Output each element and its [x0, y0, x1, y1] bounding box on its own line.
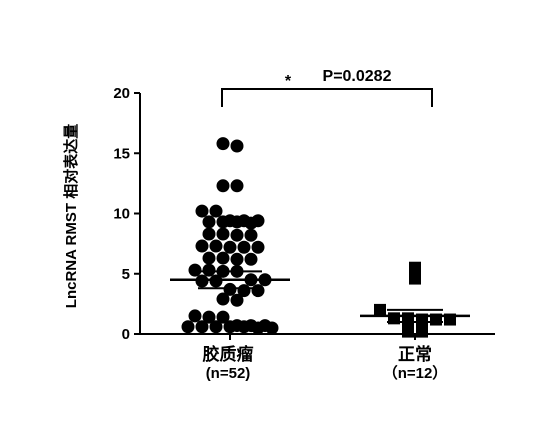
significance-bracket — [221, 88, 433, 107]
data-point-glioma — [265, 321, 279, 335]
data-point-glioma — [188, 309, 202, 323]
data-point-glioma — [216, 251, 230, 265]
y-tick-label: 20 — [113, 85, 130, 102]
data-point-glioma — [202, 227, 216, 241]
data-point-glioma — [216, 215, 230, 229]
group-n-label-glioma: (n=52) — [206, 365, 251, 382]
data-point-glioma — [244, 216, 258, 230]
data-point-glioma — [216, 179, 230, 193]
data-point-glioma — [244, 252, 258, 266]
data-point-normal — [402, 325, 414, 338]
y-tick-label: 15 — [113, 145, 130, 162]
data-point-glioma — [230, 179, 244, 193]
data-point-glioma — [230, 228, 244, 242]
significance-star: * — [285, 73, 292, 90]
data-point-glioma — [202, 310, 216, 324]
y-tick-label: 0 — [122, 326, 130, 343]
data-point-glioma — [251, 321, 265, 335]
data-point-glioma — [244, 228, 258, 242]
data-point-glioma — [216, 292, 230, 306]
data-point-glioma — [237, 320, 251, 334]
data-point-glioma — [223, 320, 237, 334]
data-point-normal — [402, 314, 414, 327]
data-point-glioma — [202, 215, 216, 229]
data-point-glioma — [230, 293, 244, 307]
data-point-glioma — [230, 252, 244, 266]
data-point-glioma — [216, 137, 230, 151]
data-point-normal — [409, 272, 421, 285]
data-point-glioma — [181, 320, 195, 334]
data-point-normal — [416, 325, 428, 338]
data-point-glioma — [251, 240, 265, 254]
group-n-label-normal: （n=12） — [383, 364, 448, 382]
data-point-glioma — [251, 284, 265, 298]
p-value-label: P=0.0282 — [323, 68, 392, 85]
data-point-glioma — [209, 239, 223, 253]
data-point-glioma — [188, 263, 202, 277]
data-point-glioma — [195, 239, 209, 253]
data-point-glioma — [209, 320, 223, 334]
data-point-glioma — [195, 320, 209, 334]
data-point-glioma — [216, 310, 230, 324]
data-point-glioma — [223, 240, 237, 254]
y-tick-label: 5 — [122, 266, 130, 283]
data-point-glioma — [202, 251, 216, 265]
data-point-glioma — [230, 215, 244, 229]
data-point-glioma — [223, 282, 237, 296]
data-point-glioma — [230, 139, 244, 153]
y-axis-label: LncRNA RMST 相对表达量 — [62, 124, 80, 308]
data-point-glioma — [195, 204, 209, 218]
data-point-normal — [409, 261, 421, 274]
category-label-normal: 正常 — [398, 344, 432, 364]
y-tick-label: 10 — [113, 206, 130, 223]
data-point-glioma — [237, 240, 251, 254]
data-point-glioma — [202, 263, 216, 277]
data-point-glioma — [216, 227, 230, 241]
data-point-normal — [374, 303, 386, 316]
data-point-glioma — [209, 204, 223, 218]
category-label-glioma: 胶质瘤 — [203, 344, 254, 364]
